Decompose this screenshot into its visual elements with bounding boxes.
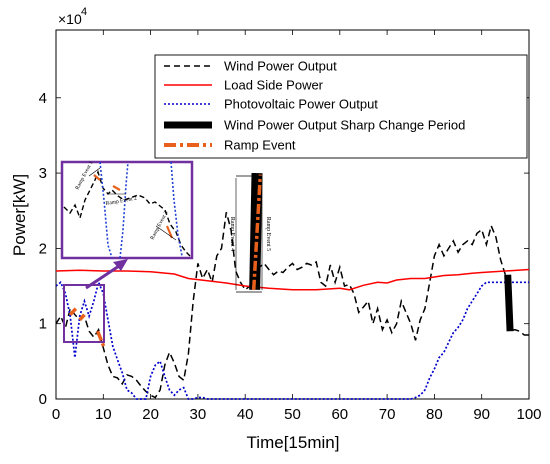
x-tick-label: 0 <box>52 406 60 423</box>
y-tick-label: 2 <box>39 240 47 257</box>
zoom-arrow-head <box>113 259 128 271</box>
zoom-inset: Ramp Event 1 Ramp Event 2 Ramp Event 3 <box>60 160 194 260</box>
ramp-event-2-label: Ramp Event 2 <box>105 196 137 207</box>
x-tick-label: 90 <box>473 406 490 423</box>
x-axis-ticks: 0 10 20 30 40 50 60 70 80 90 100 <box>52 30 542 423</box>
exponent-power: 4 <box>81 6 87 18</box>
legend-label-wind: Wind Power Output <box>224 59 337 74</box>
wind-power-line <box>55 212 529 399</box>
load-side-line <box>55 268 530 291</box>
legend-label-ramp: Ramp Event <box>224 138 296 153</box>
ramp-event-5-label: Ramp Event 5 <box>265 217 271 251</box>
ramp-event-4-label: Ramp Event 4 <box>229 217 235 251</box>
ramp-event-segment <box>78 313 86 322</box>
zoom-source-box <box>63 284 105 343</box>
x-tick-label: 30 <box>190 406 207 423</box>
y-tick-label: 3 <box>39 165 47 182</box>
y-tick-label: 0 <box>39 391 47 408</box>
x-tick-label: 50 <box>284 406 301 423</box>
ramp-event-segment <box>251 174 263 290</box>
x-tick-label: 80 <box>426 406 443 423</box>
y-tick-label: 4 <box>39 90 47 107</box>
zoom-arrow <box>85 262 123 290</box>
ramp-event-segment <box>68 307 78 316</box>
legend: Wind Power Output Load Side Power Photov… <box>154 54 528 159</box>
y-tick-label: 1 <box>39 316 47 333</box>
series-layer <box>55 212 530 400</box>
ramp-event-layer <box>68 174 263 349</box>
exponent-label: ×10 4 <box>58 6 87 27</box>
x-tick-label: 60 <box>331 406 348 423</box>
legend-label-sharp: Wind Power Output Sharp Change Period <box>224 118 465 133</box>
legend-label-load: Load Side Power <box>224 78 324 93</box>
photovoltaic-line <box>55 279 529 400</box>
x-axis-label: Time[15min] <box>247 433 340 452</box>
y-axis-label: Power[kW] <box>10 174 29 256</box>
exponent-base: ×10 <box>58 11 82 27</box>
x-tick-label: 100 <box>516 406 541 423</box>
x-tick-label: 70 <box>379 406 396 423</box>
x-tick-label: 40 <box>237 406 254 423</box>
ramp-event-segment <box>95 330 106 349</box>
sharp-change-period <box>504 274 514 332</box>
ramp-event-4-5-annotation: Ramp Event 4 Ramp Event 5 <box>229 175 271 293</box>
x-tick-label: 10 <box>95 406 112 423</box>
legend-box <box>154 54 528 159</box>
legend-label-pv: Photovoltaic Power Output <box>224 97 378 112</box>
x-tick-label: 20 <box>142 406 159 423</box>
